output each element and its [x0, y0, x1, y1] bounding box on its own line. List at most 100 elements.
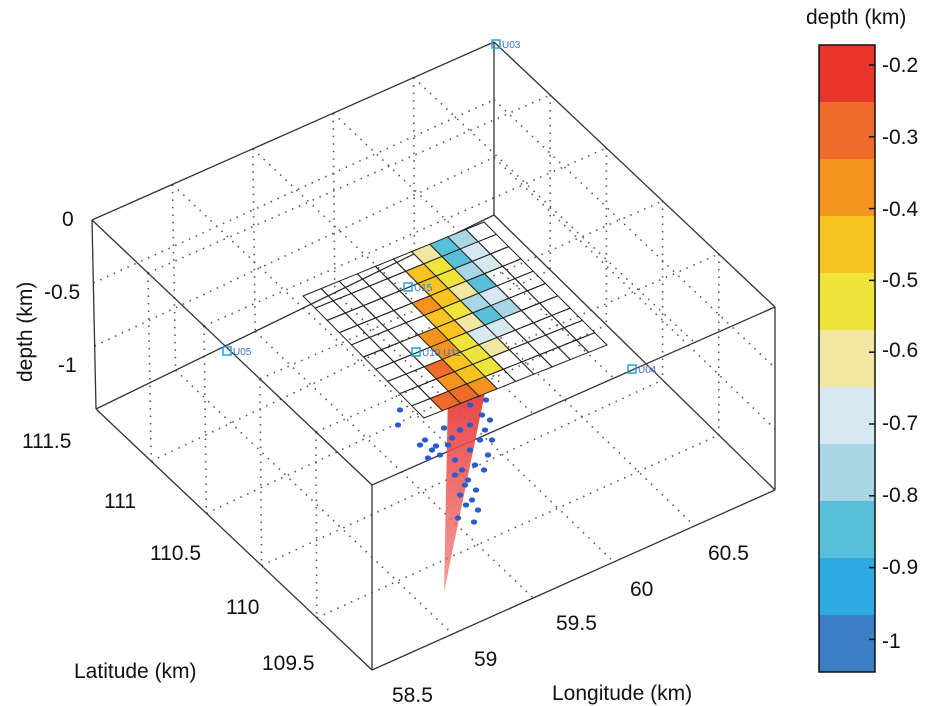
- grid-cell: [338, 324, 371, 346]
- colorbar-tick: -0.4: [882, 198, 919, 221]
- longitude-tick: 59.5: [556, 612, 597, 635]
- colorbar-band: [819, 615, 875, 673]
- colorbar-band: [819, 558, 875, 616]
- grid-cell: [314, 300, 347, 321]
- frame-edge: [91, 41, 495, 221]
- longitude-tick: 59: [474, 648, 497, 671]
- station-marker: [491, 39, 501, 49]
- grid-cell: [514, 322, 547, 343]
- seismic-events: [394, 392, 496, 525]
- seismic-event: [468, 497, 476, 503]
- frame-edge: [91, 219, 373, 486]
- seismic-event: [451, 457, 459, 463]
- seismic-event: [470, 519, 478, 525]
- gridline: [203, 325, 208, 514]
- frame-edge: [493, 41, 776, 308]
- grid-cell: [332, 292, 365, 314]
- gridline: [147, 94, 551, 274]
- colorbar-band: [819, 102, 875, 160]
- colorbar-tick: -0.2: [882, 54, 918, 77]
- seismic-event: [394, 422, 402, 428]
- grid-cell: [374, 258, 407, 280]
- seismic-event: [451, 472, 459, 478]
- seismic-event: [428, 447, 436, 453]
- colorbar-title: depth (km): [806, 6, 906, 29]
- grid-cell: [344, 305, 377, 326]
- frame-edge: [95, 408, 373, 671]
- station-label: U15: [414, 283, 433, 294]
- colorbar-band: [819, 501, 875, 559]
- seismic-event: [396, 407, 404, 413]
- colorbar-border: [818, 44, 876, 673]
- seismic-event: [466, 422, 474, 428]
- latitude-axis-label: Latitude (km): [74, 660, 197, 683]
- grid-cell: [350, 336, 383, 358]
- seismic-event: [472, 487, 480, 493]
- grid-cell: [508, 341, 541, 363]
- gridline: [147, 272, 152, 462]
- grid-cell: [320, 280, 353, 302]
- frame-edge: [371, 489, 776, 671]
- gridline: [332, 113, 336, 293]
- grid-cell: [514, 270, 547, 292]
- station-label: U05: [233, 347, 252, 358]
- grid-cell: [362, 297, 395, 319]
- grid-cell: [538, 346, 572, 368]
- gridline: [261, 379, 663, 567]
- colorbar-tick: -0.8: [882, 484, 918, 507]
- longitude-tick: 60: [630, 578, 653, 601]
- depth-tick: -1: [58, 354, 77, 377]
- gridline: [413, 253, 695, 527]
- gridline: [259, 378, 263, 566]
- gridline: [493, 156, 776, 430]
- stations: U03 U05 U04 U15 U10 U11: [222, 39, 657, 376]
- colorbar-tick: -0.7: [882, 412, 918, 435]
- seismic-event: [461, 482, 469, 488]
- station-label: U04: [638, 365, 657, 376]
- gridline: [315, 431, 318, 618]
- seismic-event: [484, 452, 492, 458]
- seismic-event: [424, 455, 432, 461]
- station-marker: [222, 346, 232, 356]
- grid-cell: [386, 322, 419, 343]
- gridline: [316, 434, 720, 619]
- colorbar-band: [819, 330, 875, 388]
- seismic-event: [436, 452, 444, 458]
- colorbar-ticks: -0.2 -0.3 -0.4 -0.5 -0.6 -0.7 -0.8 -0.9 …: [882, 54, 919, 653]
- depth-grid-surface: [302, 221, 608, 419]
- colorbar-band: [819, 387, 875, 445]
- grid-cell: [374, 361, 407, 382]
- gridline: [493, 99, 776, 369]
- gridline: [252, 148, 256, 332]
- colorbar-band: [819, 159, 875, 217]
- seismic-event: [416, 442, 424, 448]
- grid-cell: [362, 349, 395, 370]
- grid-cell: [326, 312, 359, 334]
- latitude-tick: 110.5: [150, 542, 201, 565]
- depth-tick: 0: [62, 208, 74, 231]
- grid-cell: [392, 353, 426, 375]
- gridline: [171, 184, 177, 371]
- seismic-event: [481, 427, 489, 433]
- grid-cell: [520, 354, 553, 375]
- seismic-event: [482, 397, 490, 403]
- longitude-axis-label: Longitude (km): [552, 682, 692, 705]
- gridline: [334, 292, 615, 563]
- fault-plane-shape: [444, 388, 486, 592]
- seismic-event: [478, 412, 486, 418]
- colorbar-band: [819, 45, 875, 103]
- seismic-event: [476, 437, 484, 443]
- grid-cell: [380, 341, 413, 363]
- seismic-event: [440, 425, 448, 431]
- gridline: [203, 147, 607, 327]
- seismic-event: [474, 507, 482, 513]
- grid-cell: [538, 295, 571, 317]
- grid-cell: [526, 282, 559, 304]
- grid-cell: [398, 385, 432, 407]
- seismic-event: [456, 427, 464, 433]
- grid-cell: [356, 317, 389, 339]
- colorbar-tick: -0.9: [882, 556, 918, 579]
- seismic-event: [448, 435, 456, 441]
- gridline: [412, 77, 416, 254]
